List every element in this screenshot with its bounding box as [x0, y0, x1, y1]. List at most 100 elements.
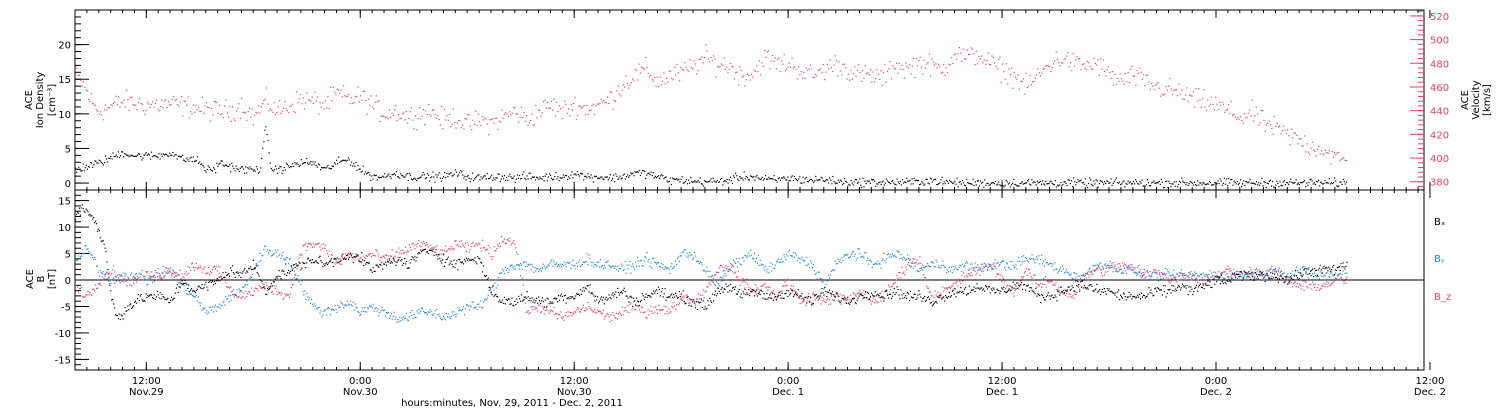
by-point	[711, 275, 713, 277]
density-point	[1119, 181, 1121, 183]
by-point	[1044, 259, 1047, 261]
density-point	[398, 176, 400, 178]
bz-point	[944, 287, 946, 289]
density-point	[1059, 184, 1061, 186]
velocity-point	[822, 64, 824, 66]
bz-point	[277, 291, 279, 293]
by-point	[846, 254, 848, 256]
bz-point	[940, 292, 942, 294]
density-point	[371, 175, 373, 177]
velocity-point	[260, 106, 262, 108]
by-point	[689, 252, 691, 254]
velocity-point	[923, 59, 925, 61]
by-point	[893, 254, 895, 256]
bz-point	[179, 269, 181, 271]
bz-point	[1316, 287, 1318, 289]
bz-point	[1154, 270, 1156, 272]
density-point	[298, 165, 300, 168]
bz-point	[824, 300, 826, 303]
by-point	[628, 264, 630, 266]
density-point	[547, 176, 549, 178]
bz-point	[260, 287, 262, 289]
velocity-point	[267, 103, 269, 105]
by-point	[1215, 271, 1217, 273]
by-point	[812, 263, 814, 265]
density-point	[927, 182, 929, 184]
bz-point	[366, 255, 369, 258]
density-point	[140, 155, 142, 158]
bz-point	[223, 279, 225, 281]
by-point	[289, 257, 292, 259]
velocity-point	[446, 115, 448, 117]
by-point	[1132, 269, 1134, 271]
by-point	[1243, 275, 1245, 277]
bz-point	[520, 279, 523, 281]
bz-point	[878, 296, 880, 298]
bz-point	[527, 310, 529, 312]
by-point	[1170, 275, 1172, 277]
velocity-point	[103, 109, 105, 111]
by-point	[576, 262, 578, 265]
velocity-point	[1199, 99, 1201, 101]
density-point	[531, 176, 533, 178]
by-point	[262, 255, 264, 257]
velocity-point	[992, 57, 994, 59]
by-point	[300, 283, 302, 286]
by-point	[422, 307, 424, 310]
bz-point	[1264, 275, 1266, 277]
bz-point	[1037, 284, 1039, 286]
by-point	[611, 266, 613, 268]
density-point	[575, 174, 577, 176]
by-point	[928, 266, 931, 268]
by-point	[806, 256, 808, 258]
by-point	[566, 261, 568, 263]
density-point	[229, 164, 231, 166]
velocity-point	[575, 118, 577, 121]
by-point	[940, 267, 942, 269]
velocity-point	[150, 103, 152, 105]
by-point	[900, 254, 902, 256]
velocity-point	[1037, 68, 1039, 70]
density-point	[1228, 178, 1230, 180]
density-point	[748, 179, 751, 181]
density-point	[950, 181, 952, 183]
velocity-point	[214, 101, 217, 103]
density-point	[97, 162, 99, 164]
bz-point	[825, 301, 827, 303]
bz-point	[175, 272, 177, 274]
velocity-point	[931, 58, 933, 60]
by-point	[1279, 271, 1281, 273]
velocity-point	[112, 103, 115, 105]
by-point	[880, 267, 882, 269]
velocity-point	[903, 77, 906, 79]
by-point	[1112, 266, 1114, 268]
bz-point	[220, 274, 222, 276]
bz-point	[319, 246, 321, 248]
density-point	[266, 133, 268, 136]
by-point	[1135, 272, 1137, 274]
by-point	[511, 264, 513, 266]
bz-point	[180, 278, 182, 280]
velocity-point	[1220, 104, 1222, 106]
velocity-point	[1188, 94, 1191, 96]
bz-point	[1132, 266, 1134, 268]
by-point	[844, 253, 846, 256]
by-point	[674, 265, 676, 267]
density-point	[377, 176, 379, 178]
density-point	[394, 174, 396, 176]
bz-point	[684, 302, 686, 304]
density-point	[1126, 183, 1128, 185]
density-point	[965, 185, 967, 187]
density-point	[1067, 178, 1069, 181]
density-point	[412, 179, 414, 181]
bz-point	[670, 311, 672, 313]
velocity-point	[639, 72, 641, 74]
velocity-point	[1233, 114, 1235, 116]
density-point	[973, 184, 975, 186]
bz-point	[402, 249, 404, 251]
density-point	[176, 158, 178, 160]
density-point	[1017, 185, 1019, 187]
by-point	[1012, 264, 1014, 266]
density-point	[641, 169, 644, 172]
density-point	[1229, 182, 1231, 184]
